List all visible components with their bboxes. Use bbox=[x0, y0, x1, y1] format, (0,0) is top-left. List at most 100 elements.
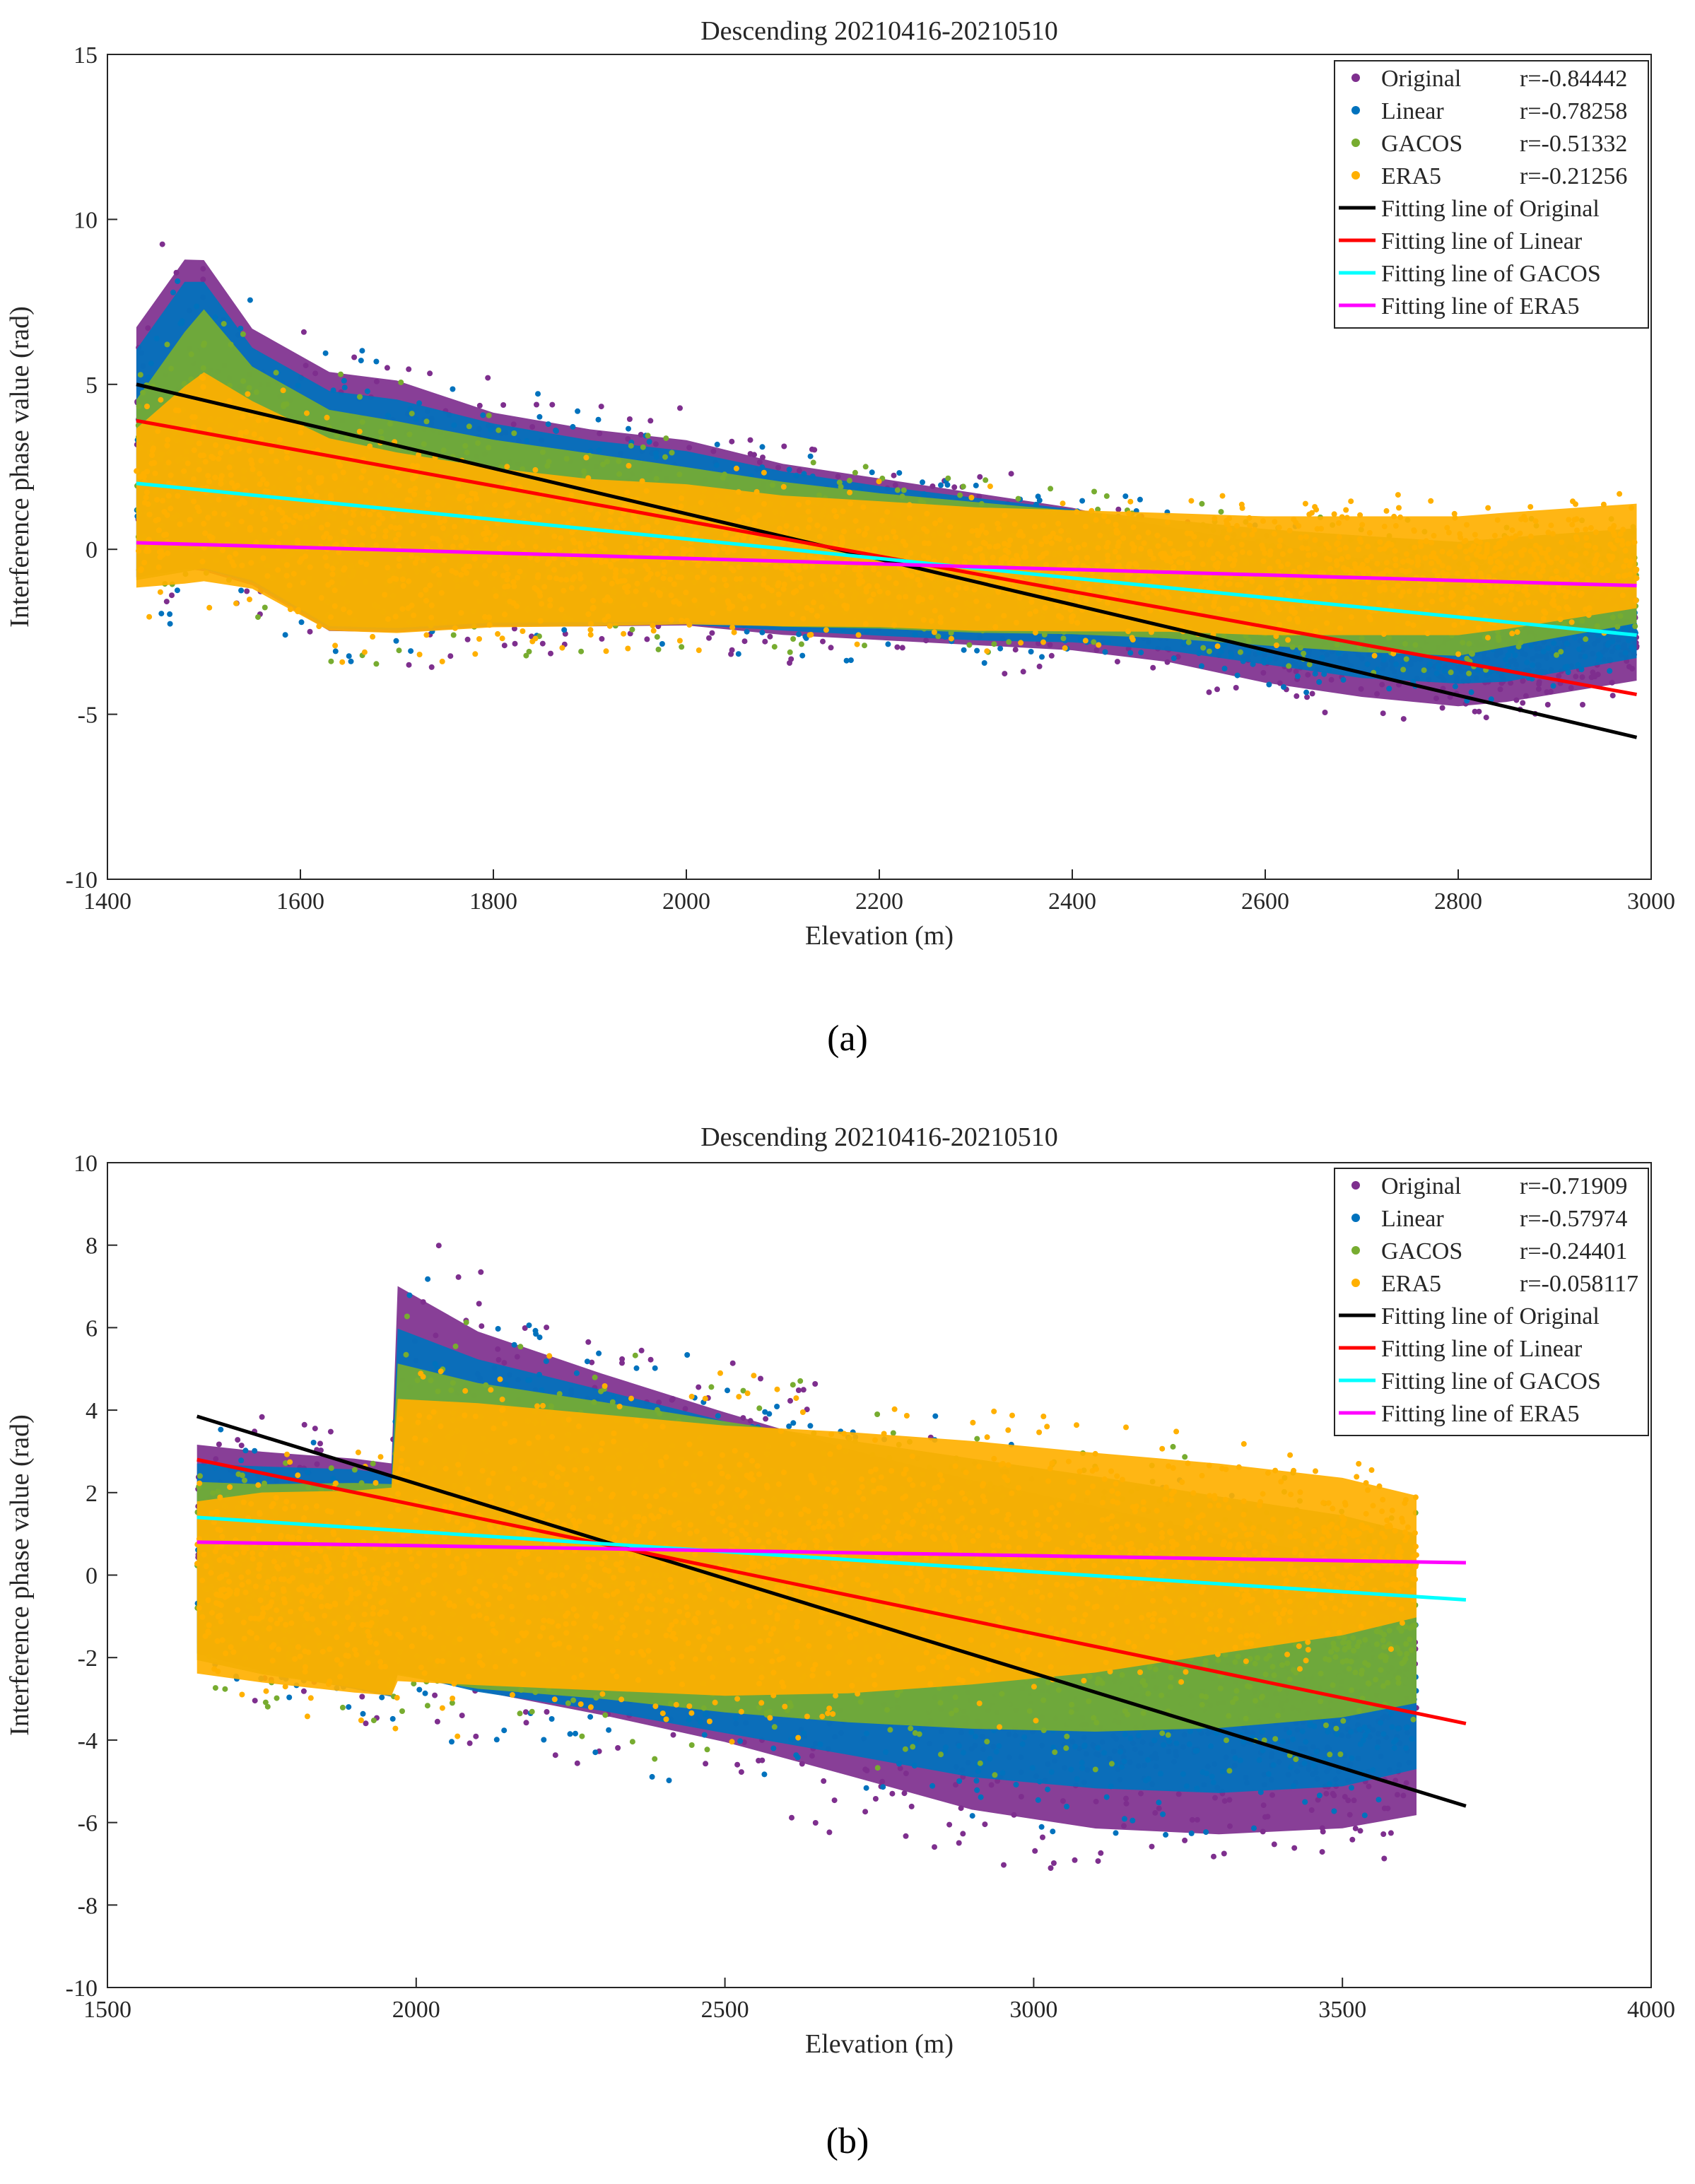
chart-a-point-linear bbox=[536, 413, 543, 420]
chart-a-point-linear bbox=[1137, 496, 1143, 503]
chart-a-point-original bbox=[501, 642, 508, 649]
chart-a-point-original bbox=[1380, 710, 1386, 717]
chart-a-point-original bbox=[534, 401, 539, 408]
chart-a-point-linear bbox=[885, 641, 891, 647]
chart-a-point-linear bbox=[807, 453, 814, 459]
chart-a-point-original bbox=[977, 474, 983, 480]
chart-a-point-original bbox=[1294, 693, 1300, 699]
chart-a-point-original bbox=[548, 650, 553, 657]
chart-a-point-gacos bbox=[957, 492, 963, 498]
chart-a-point-linear bbox=[1565, 669, 1571, 675]
chart-a-point-linear bbox=[1221, 665, 1228, 671]
chart-a-point-original bbox=[427, 370, 433, 377]
chart-a-point-original bbox=[1020, 669, 1026, 675]
chart-a-point-original bbox=[767, 633, 773, 640]
chart-a-point-linear bbox=[1266, 681, 1272, 688]
chart-a-point-original bbox=[1048, 652, 1055, 659]
chart-a-point-original bbox=[428, 664, 435, 670]
chart-a-point-original bbox=[1002, 671, 1008, 677]
chart-a-point-linear bbox=[575, 408, 581, 414]
chart-a-point-original bbox=[1472, 708, 1478, 715]
chart-a-title: Descending 20210416-20210510 bbox=[700, 16, 1058, 46]
chart-a-point-linear bbox=[646, 439, 652, 445]
chart-a-point-linear bbox=[595, 416, 602, 423]
chart-a-point-original bbox=[307, 628, 313, 635]
chart-a-point-linear bbox=[364, 388, 370, 394]
chart-a-point-linear bbox=[759, 444, 766, 450]
chart-a-point-original bbox=[1609, 693, 1616, 699]
chart-a-point-linear bbox=[1607, 668, 1613, 674]
chart-a-point-linear bbox=[480, 412, 486, 418]
chart-a-point-linear bbox=[170, 289, 176, 295]
chart-a-point-original bbox=[1580, 702, 1585, 708]
chart-a-point-linear bbox=[1340, 676, 1347, 683]
chart-a-point-gacos bbox=[1060, 635, 1067, 642]
chart-a-point-original bbox=[781, 443, 787, 450]
chart-a-point-linear bbox=[997, 645, 1004, 652]
chart-a-point-gacos bbox=[901, 487, 907, 493]
chart-a-point-original bbox=[512, 640, 518, 647]
chart-a-point-original bbox=[1012, 647, 1019, 653]
chart-a-point-original bbox=[244, 588, 250, 594]
chart-a-point-original bbox=[169, 592, 175, 599]
chart-a-point-original bbox=[549, 401, 556, 408]
chart-a-point-gacos bbox=[1091, 639, 1097, 645]
chart-a-point-linear bbox=[450, 386, 456, 392]
chart-a-point-original bbox=[1439, 705, 1445, 711]
chart-a-point-linear bbox=[1316, 679, 1322, 685]
chart-a-point-original bbox=[644, 636, 650, 642]
chart-a-point-original bbox=[811, 447, 818, 453]
chart-a-point-linear bbox=[298, 619, 305, 626]
chart-a-point-linear bbox=[167, 611, 173, 617]
chart-a-point-original bbox=[820, 638, 826, 645]
chart-a-point-linear bbox=[332, 648, 339, 654]
chart-a-point-linear bbox=[545, 421, 551, 428]
chart-a-point-linear bbox=[535, 391, 541, 397]
chart-a-point-original bbox=[1150, 664, 1156, 671]
chart-a-point-original bbox=[500, 402, 507, 408]
chart-a-point-original bbox=[511, 626, 517, 632]
chart-a-point-linear bbox=[786, 466, 792, 473]
chart-a-point-original bbox=[1214, 686, 1220, 693]
chart-a-point-linear bbox=[561, 627, 568, 633]
chart-a-point-linear bbox=[238, 587, 245, 594]
chart-a-point-linear bbox=[961, 647, 967, 653]
chart-a-point-original bbox=[747, 437, 753, 443]
chart-a-point-gacos bbox=[255, 614, 261, 621]
chart-a-point-linear bbox=[938, 482, 944, 488]
chart-a-point-linear bbox=[341, 377, 347, 384]
chart-a-point-gacos bbox=[1237, 649, 1243, 655]
chart-a-point-original bbox=[300, 329, 307, 335]
chart-a-point-linear bbox=[1122, 493, 1129, 500]
chart-a-point-linear bbox=[714, 441, 720, 447]
chart-a-point-linear bbox=[174, 587, 180, 594]
chart-a-point-linear bbox=[1171, 655, 1177, 662]
chart-a-point-linear bbox=[1035, 493, 1041, 500]
chart-a-point-linear bbox=[1138, 650, 1144, 656]
chart-a-point-linear bbox=[896, 470, 903, 476]
chart-a-point-linear bbox=[981, 660, 987, 666]
chart-a-point-original bbox=[598, 404, 604, 410]
chart-a-point-original bbox=[485, 375, 491, 381]
chart-a-point-linear bbox=[359, 348, 365, 354]
chart-a-point-original bbox=[951, 484, 958, 491]
chart-a-point-original bbox=[406, 662, 412, 668]
chart-a-point-original bbox=[447, 653, 454, 659]
chart-a-point-original bbox=[1115, 506, 1122, 512]
chart-a-point-gacos bbox=[669, 450, 675, 456]
chart-a-point-linear bbox=[322, 350, 329, 356]
chart-a-point-linear bbox=[1281, 684, 1286, 690]
chart-a-point-linear bbox=[920, 479, 925, 486]
chart-a-point-original bbox=[1483, 715, 1489, 721]
chart-a-point-original bbox=[1008, 471, 1014, 477]
chart-a-scatter-clouds bbox=[134, 241, 1640, 722]
chart-a-point-linear bbox=[1198, 663, 1204, 669]
chart-a-point-linear bbox=[796, 631, 802, 638]
chart-a-point-original bbox=[626, 416, 633, 422]
chart-a-point-linear bbox=[626, 425, 631, 432]
chart-a-point-linear bbox=[348, 658, 354, 664]
chart-a-point-original bbox=[384, 365, 390, 371]
chart-a-point-original bbox=[1304, 694, 1310, 700]
chart-panel-a: Descending 20210416-20210510 1400 1600 1800… bbox=[5, 16, 1675, 1059]
chart-a-point-original bbox=[1322, 710, 1328, 715]
